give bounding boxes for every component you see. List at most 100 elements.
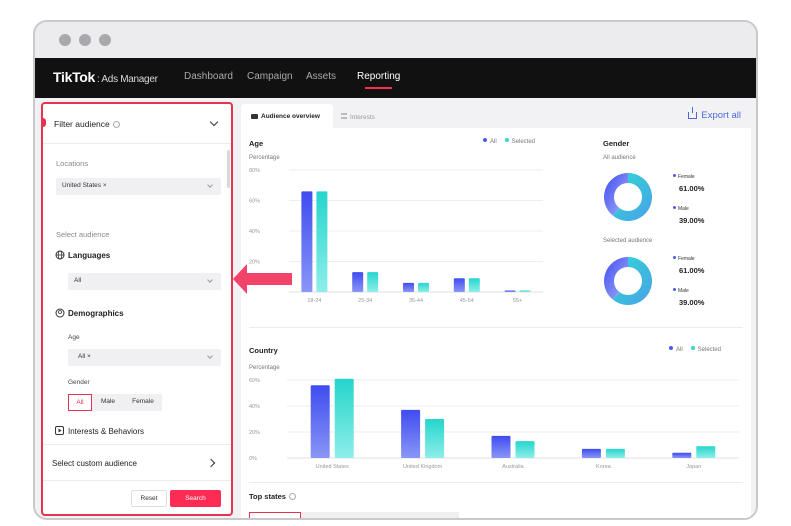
brand-logo[interactable]: TikTok: Ads Manager: [53, 69, 158, 85]
legend-dot-selected: [690, 346, 695, 350]
legend-dot-selected: [504, 138, 509, 142]
sel-male-label: Male: [673, 288, 689, 294]
y-tick-label: 40%: [249, 404, 260, 410]
tab-audience-overview[interactable]: Audience overview: [241, 104, 333, 128]
bar-selected-united-states[interactable]: [334, 378, 354, 458]
custom-audience-label[interactable]: Select custom audience: [52, 459, 137, 468]
donut-slice-female[interactable]: [612, 173, 652, 221]
window-dot-2[interactable]: [79, 34, 91, 46]
bar-all-55-[interactable]: [504, 290, 516, 292]
globe-icon: [55, 250, 65, 260]
section-divider: [249, 327, 743, 328]
top-states-tab-active[interactable]: [249, 512, 301, 518]
bar-all-korea[interactable]: [581, 448, 601, 458]
y-tick-label: 0%: [249, 456, 257, 462]
bar-selected-korea[interactable]: [605, 448, 625, 458]
all-audience-label: All audience: [603, 155, 636, 161]
tab-interests-label: Interests: [350, 114, 375, 121]
country-card-title: Country: [249, 346, 278, 355]
gender-option-male[interactable]: Male: [92, 394, 124, 411]
donut-slice-female[interactable]: [612, 257, 652, 305]
sel-female-value: 61.00%: [679, 266, 705, 275]
chevron-down-icon[interactable]: [209, 117, 219, 127]
x-tick-label: Australia: [502, 464, 524, 470]
tab-interests[interactable]: Interests: [341, 104, 401, 128]
window-dot-3[interactable]: [99, 34, 111, 46]
bar-selected-united-kingdom[interactable]: [425, 419, 445, 458]
age-select[interactable]: All ×: [68, 349, 221, 366]
gender-donut-all: [604, 173, 652, 221]
sidebar-scrollbar[interactable]: [227, 150, 230, 188]
gender-option-all[interactable]: All: [68, 394, 92, 411]
bar-selected-35-44[interactable]: [418, 282, 429, 292]
info-icon: [288, 493, 296, 500]
age-tag[interactable]: All ×: [78, 353, 91, 360]
x-tick-label: United States: [316, 464, 349, 470]
nav-item-reporting[interactable]: Reporting: [357, 71, 401, 89]
sel-male-label-text: Male: [678, 288, 689, 294]
bar-all-australia[interactable]: [491, 435, 511, 458]
bar-selected-australia[interactable]: [515, 441, 535, 458]
filter-title: Filter audience: [54, 119, 120, 129]
bar-all-united-kingdom[interactable]: [401, 409, 421, 458]
bar-selected-45-54[interactable]: [468, 278, 480, 292]
bar-selected-25-34[interactable]: [367, 272, 379, 292]
reset-button[interactable]: Reset: [131, 490, 167, 507]
export-all-label: Export all: [701, 110, 741, 121]
donut-slice-male[interactable]: [604, 257, 628, 300]
export-all-button[interactable]: Export all: [688, 107, 741, 121]
legend-dot-all: [669, 346, 673, 350]
bar-all-45-54[interactable]: [453, 278, 465, 292]
folder-icon: [251, 114, 258, 119]
all-female-label: Female: [673, 174, 695, 180]
legend-selected: Selected: [697, 347, 722, 353]
bar-all-18-24[interactable]: [301, 191, 313, 292]
brand-subtitle: : Ads Manager: [97, 74, 158, 85]
y-tick-label: 20%: [249, 430, 260, 436]
filter-sidebar: Filter audience Locations United States …: [41, 102, 233, 516]
locations-select[interactable]: United States ×: [56, 178, 221, 195]
pointer-arrow-icon: [233, 264, 292, 294]
legend-all: All: [676, 347, 683, 353]
y-tick-label: 80%: [249, 168, 260, 174]
interests-behaviors-label[interactable]: Interests & Behaviors: [68, 427, 145, 436]
gender-label: Gender: [68, 379, 90, 386]
tab-audience-overview-label: Audience overview: [261, 113, 320, 120]
x-tick-label: Korea: [596, 464, 612, 470]
legend-all: All: [490, 139, 497, 145]
gender-option-female[interactable]: Female: [124, 394, 162, 411]
location-tag[interactable]: United States ×: [62, 182, 107, 189]
age-card-subtitle: Percentage: [249, 155, 280, 161]
window-dot-1[interactable]: [59, 34, 71, 46]
bar-all-25-34[interactable]: [352, 272, 364, 292]
bar-all-united-states[interactable]: [310, 385, 330, 458]
nav-item-dashboard[interactable]: Dashboard: [184, 71, 233, 82]
browser-window: TikTok: Ads Manager Dashboard Campaign A…: [33, 20, 758, 520]
top-states-title-text: Top states: [249, 492, 286, 501]
languages-value: All: [74, 277, 82, 284]
nav-item-campaign[interactable]: Campaign: [247, 71, 293, 82]
content-area: Filter audience Locations United States …: [35, 98, 756, 518]
chevron-right-icon[interactable]: [206, 458, 216, 468]
y-tick-label: 60%: [249, 199, 260, 205]
donut-slice-male[interactable]: [604, 173, 628, 216]
search-button[interactable]: Search: [170, 490, 221, 507]
languages-select[interactable]: All: [68, 273, 221, 290]
report-panel: Audience overview Interests Export all A…: [241, 102, 751, 518]
bar-all-japan[interactable]: [672, 452, 692, 458]
filter-header[interactable]: Filter audience: [43, 104, 231, 144]
top-states-tabs: [249, 512, 459, 518]
bar-selected-55-[interactable]: [519, 290, 531, 292]
bar-selected-18-24[interactable]: [316, 191, 328, 292]
y-tick-label: 20%: [249, 260, 260, 266]
chevron-down-icon: [207, 353, 213, 359]
x-tick-label: Japan: [686, 464, 701, 470]
bar-selected-japan[interactable]: [696, 446, 716, 458]
y-tick-label: 60%: [249, 378, 260, 384]
female-dot: [673, 174, 676, 177]
bar-all-35-44[interactable]: [403, 282, 414, 292]
sel-female-label: Female: [673, 256, 695, 262]
nav-item-assets[interactable]: Assets: [306, 71, 337, 82]
x-tick-label: 35-44: [409, 298, 423, 304]
gender-donut-selected: [604, 257, 652, 305]
